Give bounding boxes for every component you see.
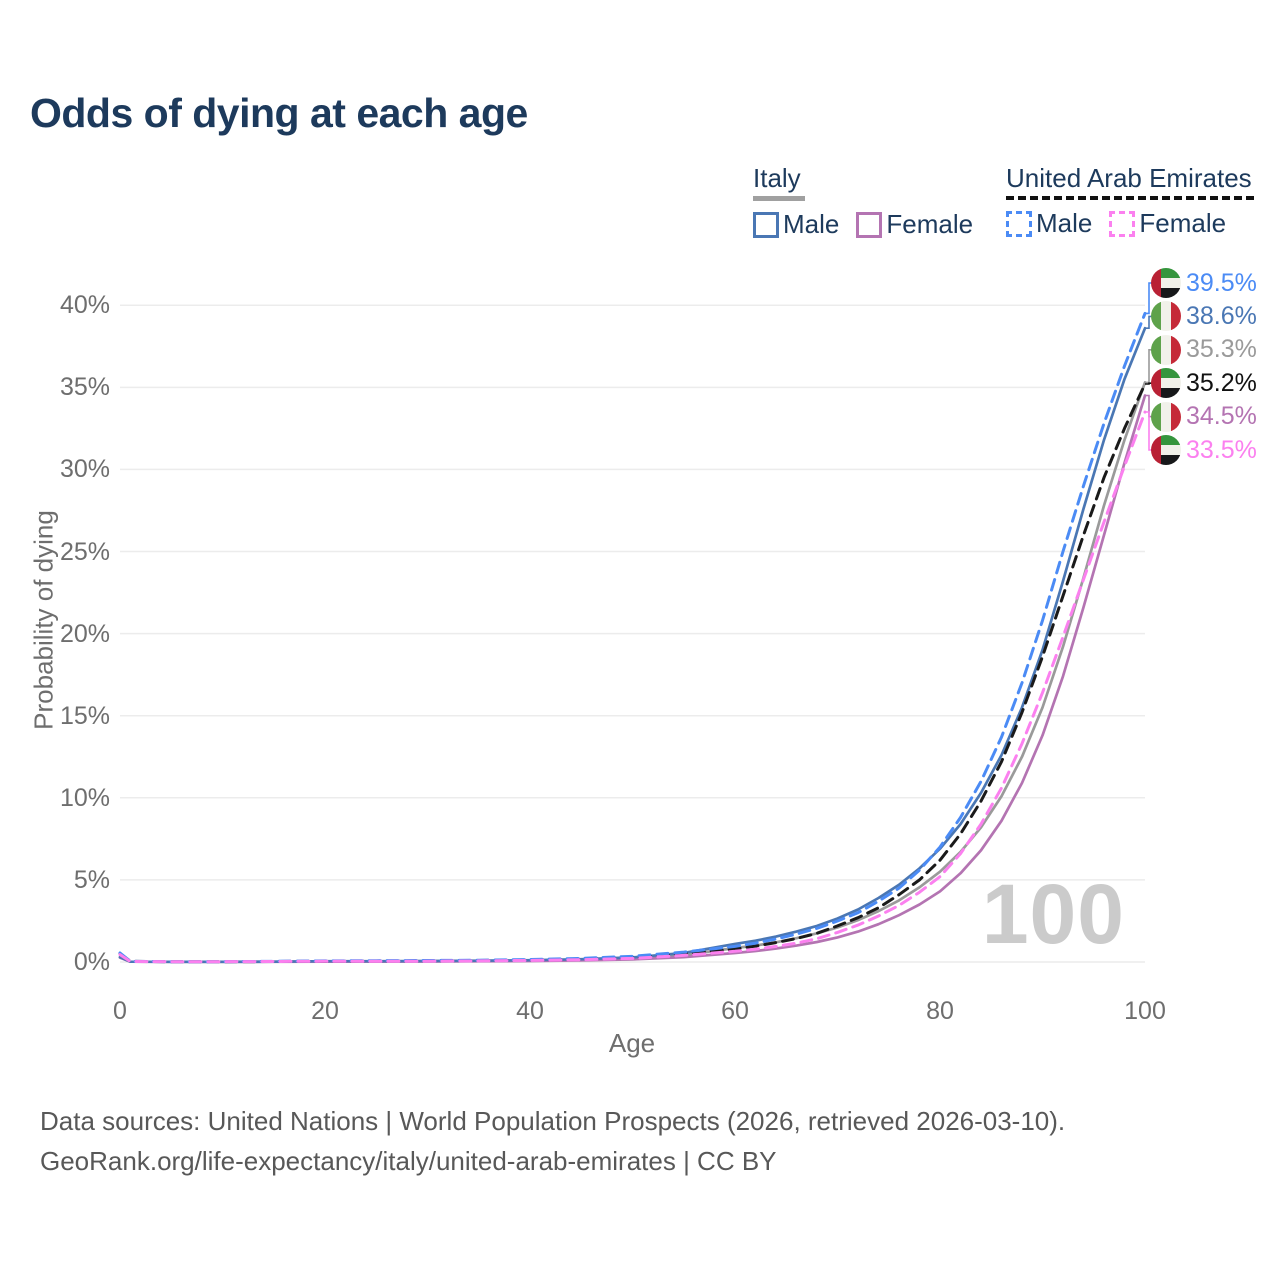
y-tick-label: 0% <box>73 948 110 976</box>
series-line-italy-male <box>118 326 1147 964</box>
footer-data-sources: Data sources: United Nations | World Pop… <box>40 1106 1066 1136</box>
y-tick-label: 5% <box>73 865 110 894</box>
legend-country-uae: United Arab Emirates <box>1006 163 1252 193</box>
uae-flag-icon <box>1151 435 1181 465</box>
legend-group-italy: Italy Male Female <box>753 163 973 240</box>
y-tick-label: 10% <box>59 783 110 812</box>
y-tick-label: 15% <box>59 701 110 730</box>
x-tick-label: 0 <box>113 997 127 1025</box>
legend-item-italy-female: Female <box>856 209 973 240</box>
end-label-value: 35.3% <box>1186 335 1257 364</box>
end-label-uae-male: 39.5% <box>1151 267 1257 299</box>
italy-flag-icon <box>1151 334 1181 365</box>
legend-item-label: Female <box>886 209 974 239</box>
italy-female-swatch-icon <box>856 211 883 238</box>
uae-flag-icon <box>1151 268 1181 298</box>
x-tick-label: 100 <box>1124 997 1166 1025</box>
end-label-value: 34.5% <box>1186 402 1257 431</box>
x-tick-label: 80 <box>926 997 954 1025</box>
series-line-uae-both <box>118 382 1147 964</box>
x-tick-label: 60 <box>721 997 749 1025</box>
uae-female-swatch-icon <box>1109 210 1136 237</box>
legend-item-label: Male <box>1036 208 1093 238</box>
x-tick-label: 40 <box>516 997 544 1025</box>
end-label-value: 39.5% <box>1186 268 1257 297</box>
y-tick-label: 30% <box>59 455 110 484</box>
italy-flag-icon <box>1151 401 1181 432</box>
legend-item-uae-male: Male <box>1006 208 1092 239</box>
end-label-italy-female: 34.5% <box>1151 401 1257 433</box>
end-label-uae-both: 35.2% <box>1151 367 1257 399</box>
legend-item-italy-male: Male <box>753 209 839 240</box>
legend-item-label: Female <box>1139 208 1227 238</box>
end-label-uae-female: 33.5% <box>1151 434 1257 466</box>
legend-item-label: Male <box>783 209 840 239</box>
x-tick-label: 20 <box>311 997 339 1025</box>
series-line-italy-female <box>118 394 1147 964</box>
page-title: Odds of dying at each age <box>30 90 528 136</box>
footer-attribution: GeoRank.org/life-expectancy/italy/united… <box>40 1146 777 1176</box>
current-age-watermark: 100 <box>981 867 1125 961</box>
end-label-value: 38.6% <box>1186 301 1257 330</box>
italy-flag-icon <box>1151 301 1181 332</box>
end-label-value: 33.5% <box>1186 435 1257 464</box>
y-tick-label: 40% <box>59 291 110 320</box>
legend-underline-uae <box>1006 196 1254 200</box>
uae-male-swatch-icon <box>1006 210 1032 237</box>
legend-group-uae: United Arab Emirates Male Female <box>1006 163 1254 239</box>
y-tick-label: 25% <box>59 537 110 566</box>
legend-underline-italy <box>753 196 805 201</box>
x-axis-title: Age <box>608 1028 656 1058</box>
italy-male-swatch-icon <box>753 211 779 238</box>
end-label-value: 35.2% <box>1186 368 1257 397</box>
end-label-italy-both: 35.3% <box>1151 334 1257 366</box>
legend-item-uae-female: Female <box>1109 208 1226 239</box>
end-label-italy-male: 38.6% <box>1151 300 1257 332</box>
legend-country-italy: Italy <box>753 163 801 193</box>
series-line-uae-female <box>118 410 1147 964</box>
y-tick-label: 20% <box>59 619 110 648</box>
uae-flag-icon <box>1151 368 1181 399</box>
legend-items-italy: Male Female <box>753 209 973 240</box>
legend-items-uae: Male Female <box>1006 208 1254 239</box>
series-line-uae-male <box>118 311 1147 964</box>
y-tick-label: 35% <box>59 373 110 402</box>
